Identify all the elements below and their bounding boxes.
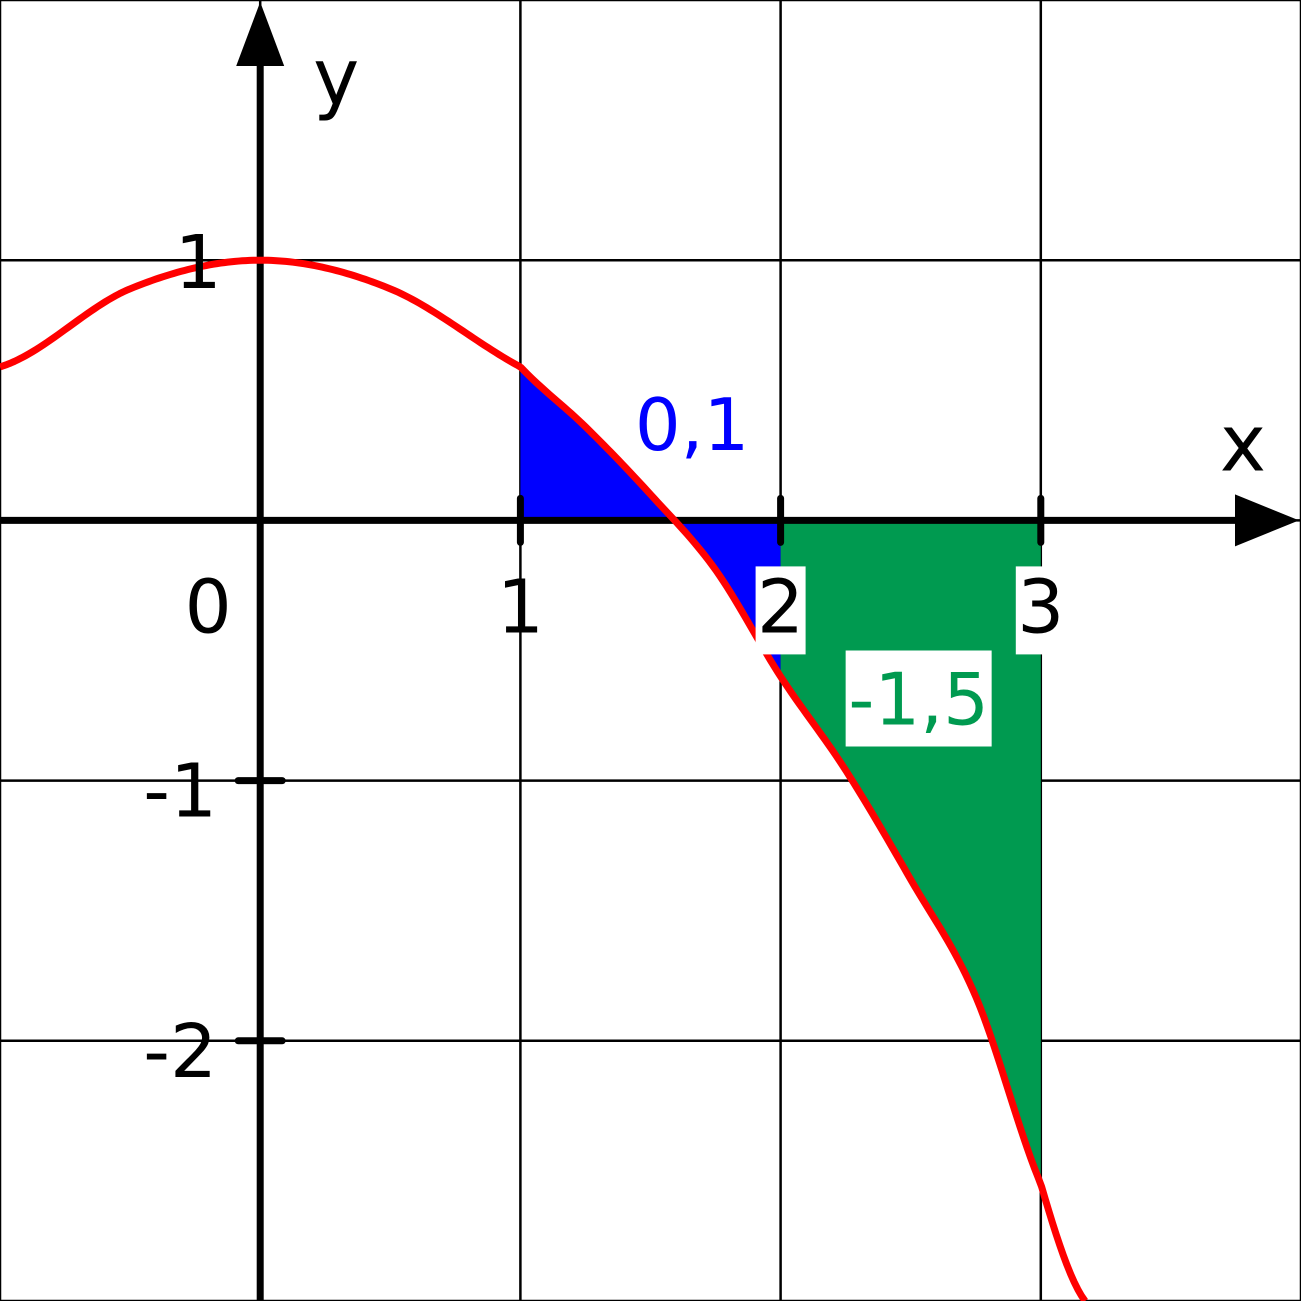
x-axis-label: x: [1220, 399, 1266, 489]
x-tick-label: 1: [497, 564, 544, 650]
area-label-green: -1,5: [848, 658, 988, 742]
y-tick-label: -1: [143, 749, 217, 835]
area-0: [520, 366, 781, 677]
x-tick-label: 3: [1017, 564, 1064, 650]
y-tick-label: 1: [175, 220, 222, 306]
area-label-blue: 0,1: [635, 383, 750, 467]
y-axis-arrow: [236, 2, 285, 66]
red-curve: [0, 256, 1088, 1301]
function-curve: [0, 256, 1088, 1301]
x-axis-arrow: [1235, 494, 1299, 547]
y-axis-label: y: [313, 33, 359, 123]
area-label-green-bg: [845, 650, 992, 747]
x-tick-label: 2: [757, 564, 804, 650]
x-tick-label: 0: [185, 564, 232, 650]
labels: 0 1 2 3 1 -1 -2 x y 0,1 -1,5: [143, 33, 1266, 1095]
y-tick-label: -2: [143, 1009, 217, 1095]
x-tick-label-bg: [1015, 566, 1066, 655]
x-tick-label-bg: [755, 566, 806, 655]
